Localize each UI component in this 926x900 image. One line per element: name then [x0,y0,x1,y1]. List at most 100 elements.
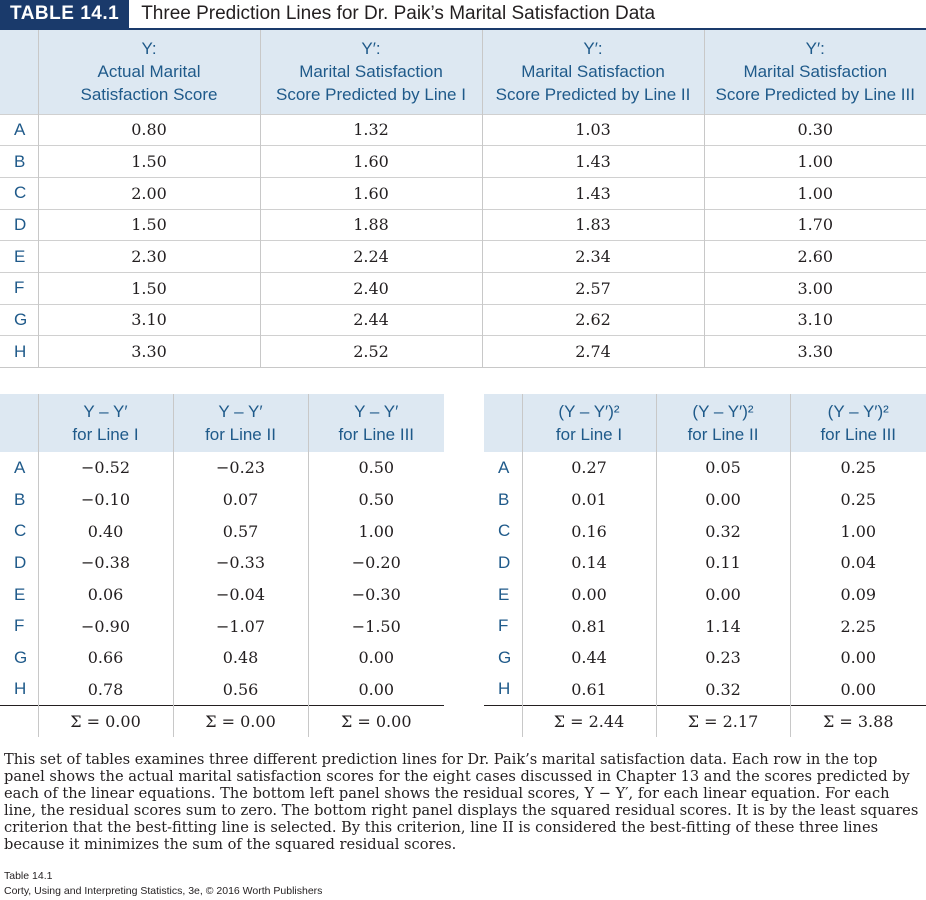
column-header: Y′: Marital Satisfaction Score Predicted b… [703,30,926,114]
sum-cell: Σ = 0.00 [307,705,444,737]
row-label: C [0,176,38,210]
column-header-line: Y – Y′ [354,402,399,421]
table-cell: 0.00 [789,673,926,706]
table-cell: 1.00 [703,176,926,210]
table-cell: 0.09 [789,578,926,611]
table-cell: −0.52 [37,452,173,484]
column-header-line: Y′: [361,39,381,59]
table-cell: 2.00 [37,176,260,210]
column-header-line: for Line I [72,425,139,444]
sum-cell: Σ = 0.00 [37,705,173,737]
row-label: E [14,584,26,604]
row-label: A [0,113,38,146]
prediction-table: Y: Actual Marital Satisfaction Score Y′: Mar… [0,30,926,368]
table-row: G 3.10 2.44 2.62 3.10 [0,303,926,336]
table-row: F −0.90 −1.07 −1.50 [0,610,444,643]
table-cell: 0.32 [655,673,790,706]
row-label: H [498,679,511,699]
table-row: D 1.50 1.88 1.83 1.70 [0,208,926,241]
table-cell: 2.60 [703,240,926,273]
row-label: B [498,489,510,509]
table-cell: 1.60 [259,145,482,178]
table-cell: 1.70 [703,208,926,241]
table-cell: 0.32 [655,515,790,548]
column-header-line: for Line II [687,425,759,444]
squared-header-row: (Y – Y′)² for Line I (Y – Y′)² for Line II(… [484,394,926,452]
column-header: Y – Y′ for Line I [37,394,173,452]
table-cell: 0.01 [521,483,656,516]
column-header: (Y – Y′)² for Line II [655,394,790,452]
sum-row: Σ = 2.44 Σ = 2.17 Σ = 3.88 [484,705,926,737]
table-row: B 0.01 0.00 0.25 [484,483,926,516]
table-cell: −1.50 [307,610,444,643]
table-cell: 1.43 [481,176,704,210]
table-row: F 1.50 2.40 2.57 3.00 [0,271,926,305]
column-header: Y – Y′ for Line III [307,394,444,452]
table-cell: 1.00 [307,515,444,548]
table-cell: 0.05 [655,452,790,484]
table-cell: 3.00 [703,271,926,305]
table-row: D −0.38 −0.33 −0.20 [0,547,444,579]
table-cell: −0.30 [307,578,444,611]
table-cell: 3.30 [703,335,926,368]
table-cell: 0.30 [703,113,926,146]
table-cell: 1.00 [789,515,926,548]
table-cell: 0.00 [307,642,444,674]
table-cell: 0.00 [655,578,790,611]
table-cell: 2.74 [481,335,704,368]
table-cell: 3.30 [37,335,260,368]
column-header-line: Y: [141,39,157,59]
table-row: G 0.66 0.48 0.00 [0,642,444,674]
table-cell: −0.10 [37,483,173,516]
table-cell: −0.90 [37,610,173,643]
column-header-line: Y′: [805,39,825,59]
table-cell: 2.30 [37,240,260,273]
table-cell: 0.00 [521,578,656,611]
table-cell: 0.78 [37,673,173,706]
column-header-line: (Y – Y′)² [692,402,754,421]
table-cell: −0.33 [172,547,308,579]
table-cell: 3.10 [703,303,926,336]
table-row: E 0.06 −0.04 −0.30 [0,578,444,611]
table-cell: −0.04 [172,578,308,611]
column-header-line: Score Predicted by Line II [495,85,691,105]
table-caption: This set of tables examines three differ… [4,751,919,853]
table-cell: 2.57 [481,271,704,305]
header-corner [484,394,522,452]
table-cell: 0.40 [37,515,173,548]
row-label: B [14,489,26,509]
column-header-line: Actual Marital [97,62,201,82]
table-row: C 0.16 0.32 1.00 [484,515,926,548]
column-header-line: Y – Y′ [83,402,128,421]
table-cell: 2.62 [481,303,704,336]
column-header: Y′: Marital Satisfaction Score Predicted b… [259,30,482,114]
row-label: H [14,679,27,699]
table-row: B −0.10 0.07 0.50 [0,483,444,516]
row-label: F [0,271,38,305]
column-header-line: Score Predicted by Line III [715,85,915,105]
table-cell: 0.16 [521,515,656,548]
table-row: C 0.40 0.57 1.00 [0,515,444,548]
table-cell: 0.66 [37,642,173,674]
column-header-line: for Line I [555,425,623,444]
table-cell: 0.07 [172,483,308,516]
table-cell: 2.40 [259,271,482,305]
row-label: C [498,521,511,541]
row-label: A [498,457,510,477]
table-cell: 1.60 [259,176,482,210]
table-row: H 3.30 2.52 2.74 3.30 [0,335,926,368]
header-corner [0,394,38,452]
row-label: G [498,647,512,667]
column-header-line: Marital Satisfaction [521,62,665,82]
residual-header-row: Y – Y′ for Line I Y – Y′ for Line II Y – Y′ f… [0,394,444,452]
column-header-line: Satisfaction Score [80,85,218,105]
table-cell: 0.48 [172,642,308,674]
table-cell: 0.06 [37,578,173,611]
table-cell: 0.25 [789,452,926,484]
table-cell: 0.56 [172,673,308,706]
table-cell: −0.38 [37,547,173,579]
column-header: (Y – Y′)² for Line III [789,394,926,452]
table-cell: −0.23 [172,452,308,484]
table-number-label: TABLE 14.1 [0,0,130,29]
table-cell: 0.04 [789,547,926,579]
